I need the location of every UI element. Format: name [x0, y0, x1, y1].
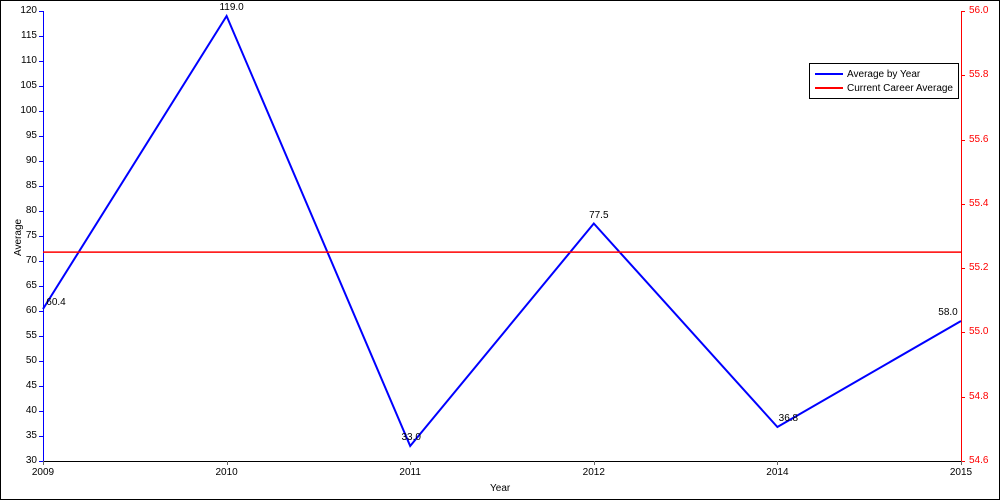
chart-container: Average by Year Current Career Average A…	[0, 0, 1000, 500]
